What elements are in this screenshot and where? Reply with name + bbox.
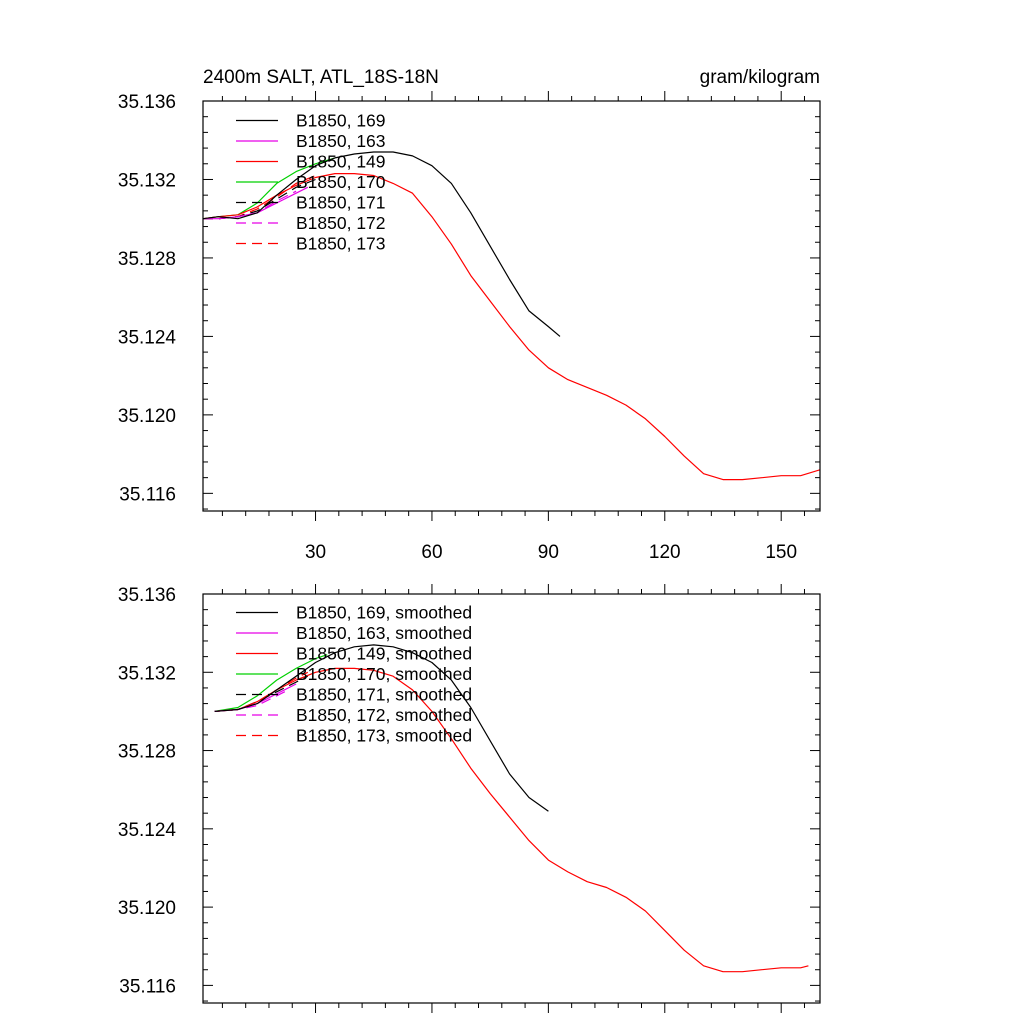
top-y-tick-label: 35.132 <box>118 170 176 191</box>
top-chart-panel: 2400m SALT, ATL_18S-18N gram/kilogram 35… <box>118 67 821 563</box>
top-x-tick-label: 90 <box>538 542 559 563</box>
top-x-tick-label: 150 <box>765 542 797 563</box>
bottom-legend-label-6: B1850, 172, smoothed <box>296 705 472 725</box>
top-series-line-7 <box>203 174 316 220</box>
bottom-y-tick-label: 35.128 <box>118 742 176 763</box>
top-chart-title: 2400m SALT, ATL_18S-18N <box>203 67 439 88</box>
bottom-chart-panel: 35.116 35.120 35.124 35.128 35.132 35.136 B185… <box>118 584 821 1013</box>
bottom-legend-label-5: B1850, 171, smoothed <box>296 685 472 705</box>
bottom-series-line-1 <box>214 644 549 812</box>
top-series-line-1 <box>203 151 561 337</box>
top-series-group <box>203 151 820 481</box>
top-legend-label-4: B1850, 170 <box>296 172 386 192</box>
top-y-tick-label: 35.128 <box>118 249 176 270</box>
top-plot-frame <box>202 100 821 512</box>
top-y-tick-label: 35.120 <box>118 406 176 427</box>
top-legend-label-3: B1850, 149 <box>296 152 386 172</box>
top-y-tick-label: 35.124 <box>118 327 177 348</box>
bottom-legend-label-3: B1850, 149, smoothed <box>296 644 472 664</box>
top-legend-label-2: B1850, 163 <box>296 131 386 151</box>
top-y-tick-label: 35.136 <box>118 92 176 113</box>
top-series-line-3 <box>203 173 820 481</box>
bottom-legend-label-7: B1850, 173, smoothed <box>296 726 472 746</box>
top-legend-label-5: B1850, 171 <box>296 193 386 213</box>
top-x-tick-label: 120 <box>649 542 681 563</box>
bottom-series-line-3 <box>214 667 809 973</box>
top-plot-area: 35.116 35.120 35.124 35.128 35.132 35.136 30 60… <box>118 91 821 563</box>
bottom-series-line-6 <box>214 689 289 712</box>
top-legend-label-6: B1850, 172 <box>296 213 386 233</box>
top-legend-label-7: B1850, 173 <box>296 234 386 254</box>
top-series-line-6 <box>203 190 297 220</box>
bottom-series-group <box>214 644 809 973</box>
bottom-legend-label-4: B1850, 170, smoothed <box>296 664 472 684</box>
top-x-tick-label: 60 <box>421 542 442 563</box>
bottom-y-tick-label: 35.132 <box>118 663 176 684</box>
top-legend-label-1: B1850, 169 <box>296 111 386 131</box>
bottom-plot-frame <box>202 593 821 1004</box>
bottom-y-tick-label: 35.116 <box>119 976 176 997</box>
top-series-line-5 <box>203 178 316 220</box>
bottom-legend-label-1: B1850, 169, smoothed <box>296 603 472 623</box>
bottom-series-line-4 <box>214 654 328 712</box>
bottom-y-tick-label: 35.120 <box>118 898 176 919</box>
bottom-plot-area: 35.116 35.120 35.124 35.128 35.132 35.136 B185… <box>118 584 821 1013</box>
bottom-legend-label-2: B1850, 163, smoothed <box>296 623 472 643</box>
bottom-y-tick-label: 35.124 <box>118 820 177 841</box>
top-y-tick-label: 35.116 <box>119 484 176 505</box>
top-chart-units: gram/kilogram <box>700 67 820 88</box>
top-x-tick-label: 30 <box>305 542 326 563</box>
bottom-y-tick-label: 35.136 <box>118 585 176 606</box>
